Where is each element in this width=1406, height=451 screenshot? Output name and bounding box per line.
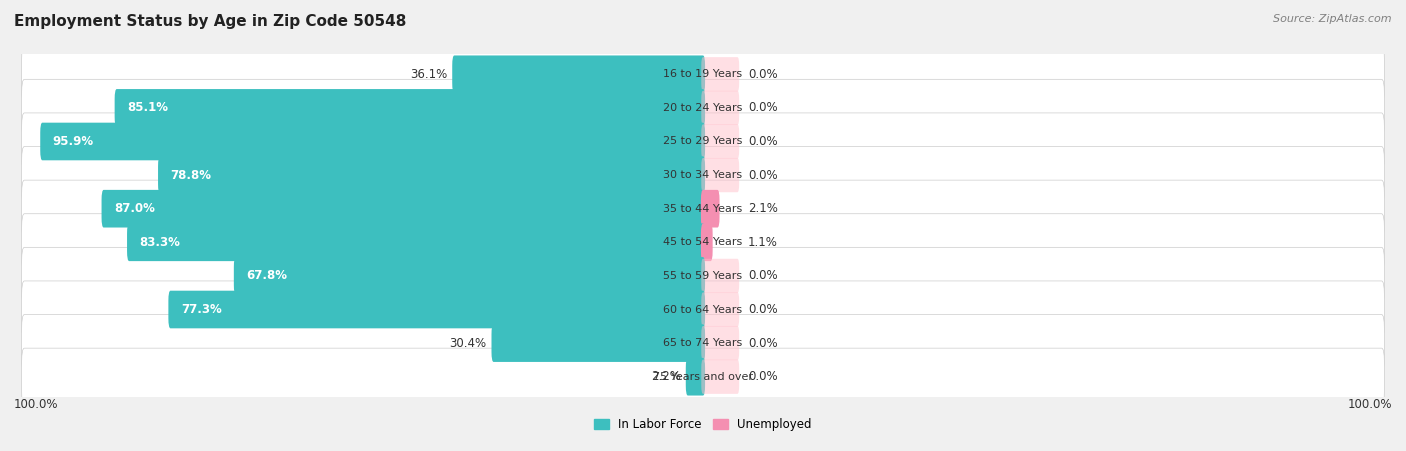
Text: 0.0%: 0.0%	[748, 135, 778, 148]
Text: 2.1%: 2.1%	[748, 202, 778, 215]
FancyBboxPatch shape	[21, 79, 1385, 137]
Text: 30.4%: 30.4%	[450, 336, 486, 350]
Text: 100.0%: 100.0%	[14, 397, 59, 410]
FancyBboxPatch shape	[127, 224, 704, 261]
FancyBboxPatch shape	[702, 224, 713, 261]
Text: 83.3%: 83.3%	[139, 236, 180, 249]
FancyBboxPatch shape	[21, 348, 1385, 405]
FancyBboxPatch shape	[21, 314, 1385, 372]
Text: 0.0%: 0.0%	[748, 101, 778, 115]
FancyBboxPatch shape	[41, 123, 704, 160]
FancyBboxPatch shape	[157, 156, 704, 194]
FancyBboxPatch shape	[702, 292, 740, 327]
FancyBboxPatch shape	[21, 113, 1385, 170]
FancyBboxPatch shape	[702, 190, 720, 227]
Text: 87.0%: 87.0%	[114, 202, 155, 215]
Text: 35 to 44 Years: 35 to 44 Years	[657, 204, 749, 214]
FancyBboxPatch shape	[492, 324, 704, 362]
Text: 2.2%: 2.2%	[651, 370, 681, 383]
Text: 1.1%: 1.1%	[748, 236, 778, 249]
Text: Employment Status by Age in Zip Code 50548: Employment Status by Age in Zip Code 505…	[14, 14, 406, 28]
FancyBboxPatch shape	[233, 257, 704, 295]
FancyBboxPatch shape	[21, 46, 1385, 103]
Text: 0.0%: 0.0%	[748, 336, 778, 350]
FancyBboxPatch shape	[101, 190, 704, 227]
Text: 55 to 59 Years: 55 to 59 Years	[657, 271, 749, 281]
FancyBboxPatch shape	[702, 91, 740, 125]
Text: 65 to 74 Years: 65 to 74 Years	[657, 338, 749, 348]
Text: 16 to 19 Years: 16 to 19 Years	[657, 69, 749, 79]
Text: Source: ZipAtlas.com: Source: ZipAtlas.com	[1274, 14, 1392, 23]
FancyBboxPatch shape	[453, 55, 704, 93]
FancyBboxPatch shape	[702, 326, 740, 360]
Text: 0.0%: 0.0%	[748, 370, 778, 383]
Text: 0.0%: 0.0%	[748, 303, 778, 316]
Text: 0.0%: 0.0%	[748, 269, 778, 282]
FancyBboxPatch shape	[686, 358, 704, 396]
Text: 75 Years and over: 75 Years and over	[645, 372, 761, 382]
Legend: In Labor Force, Unemployed: In Labor Force, Unemployed	[589, 413, 817, 436]
Text: 36.1%: 36.1%	[411, 68, 447, 81]
Text: 0.0%: 0.0%	[748, 169, 778, 182]
Text: 67.8%: 67.8%	[246, 269, 287, 282]
FancyBboxPatch shape	[702, 57, 740, 92]
Text: 30 to 34 Years: 30 to 34 Years	[657, 170, 749, 180]
FancyBboxPatch shape	[115, 89, 704, 127]
FancyBboxPatch shape	[702, 259, 740, 293]
FancyBboxPatch shape	[702, 124, 740, 159]
Text: 60 to 64 Years: 60 to 64 Years	[657, 304, 749, 314]
Text: 25 to 29 Years: 25 to 29 Years	[657, 137, 749, 147]
FancyBboxPatch shape	[702, 158, 740, 192]
FancyBboxPatch shape	[169, 291, 704, 328]
FancyBboxPatch shape	[21, 180, 1385, 237]
FancyBboxPatch shape	[21, 281, 1385, 338]
FancyBboxPatch shape	[702, 359, 740, 394]
FancyBboxPatch shape	[21, 147, 1385, 204]
Text: 77.3%: 77.3%	[181, 303, 222, 316]
Text: 95.9%: 95.9%	[52, 135, 94, 148]
FancyBboxPatch shape	[21, 247, 1385, 304]
Text: 20 to 24 Years: 20 to 24 Years	[657, 103, 749, 113]
Text: 78.8%: 78.8%	[170, 169, 211, 182]
Text: 45 to 54 Years: 45 to 54 Years	[657, 237, 749, 247]
Text: 100.0%: 100.0%	[1347, 397, 1392, 410]
Text: 85.1%: 85.1%	[127, 101, 169, 115]
Text: 0.0%: 0.0%	[748, 68, 778, 81]
FancyBboxPatch shape	[21, 214, 1385, 271]
